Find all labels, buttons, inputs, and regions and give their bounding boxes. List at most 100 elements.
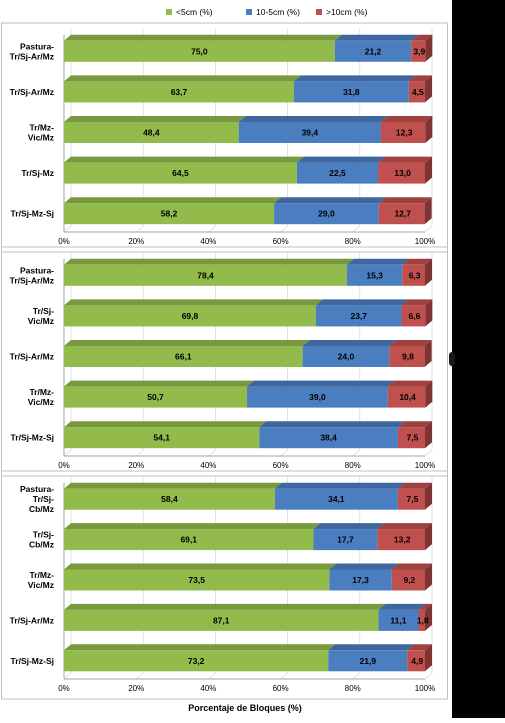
bar-segment [334,34,419,62]
x-tick-label: 40% [200,237,216,246]
bar-top-face [247,380,395,387]
panel-frame [1,22,448,253]
data-label: 1,8 [417,615,429,625]
data-label: 3,9 [413,46,425,56]
data-label: 87,1 [213,615,230,625]
bar-top-face [377,523,432,530]
gridline-floor [135,225,144,233]
bar-side-face [425,380,433,408]
data-label: 23,7 [350,311,367,321]
bar-top-face [378,197,432,204]
data-label: 31,8 [343,87,360,97]
category-label: Vic/Mz [28,133,54,143]
category-label: Cb/Mz [29,540,54,550]
bar-front-face [407,650,425,672]
data-label: 39,4 [302,128,319,138]
category-label: Vic/Mz [28,316,54,326]
bar-top-face [397,482,432,489]
bar-front-face [293,81,409,103]
category-label: Tr/Sj-Ar/Mz [10,51,54,61]
bar-side-face [425,34,433,62]
data-label: 11,1 [390,615,406,625]
bar-front-face [64,40,335,62]
category-label: Tr/Sj-Mz-Sj [11,433,54,443]
category-label: Tr/Sj-Ar/Mz [10,275,54,285]
data-label: 69,1 [180,535,197,545]
x-tick-label: 40% [200,461,216,470]
bar-side-face [425,603,432,631]
data-label: 54,1 [153,433,170,443]
legend-label: >10cm (%) [326,7,367,17]
bar-front-face [315,305,402,327]
x-tick-label: 80% [345,237,361,246]
bar-top-face [402,258,432,265]
category-label: Pastura- [20,265,54,275]
data-label: 38,4 [320,433,337,443]
data-label: 78,4 [197,270,214,280]
data-label: 9,8 [402,352,414,362]
data-label: 34,1 [328,494,345,504]
category-label: Tr/Sj-Mz-Sj [11,656,54,666]
data-label: 4,5 [412,87,424,97]
bar-top-face [64,197,282,204]
data-label: 22,5 [329,168,346,178]
bar-front-face [397,488,425,510]
bar-top-face [397,421,432,428]
bar-front-face [313,529,378,551]
gridline-floor [208,672,216,680]
bar-front-face [259,427,398,449]
bar-front-face [64,427,260,449]
bar-side-face [425,299,433,327]
data-label: 13,2 [394,535,411,545]
bar-top-face [64,340,310,346]
bar-front-face [274,203,379,225]
x-tick-label: 60% [273,684,289,693]
gridline-floor [280,672,288,680]
x-tick-label: 20% [128,461,144,470]
x-tick-label: 0% [58,461,70,470]
data-label: 73,5 [188,575,205,585]
x-tick-label: 100% [415,461,435,470]
bar-front-face [302,346,390,367]
bar-top-face [64,156,304,163]
category-label: Tr/Sj-Ar/Mz [10,87,54,97]
bar-side-face [425,644,432,672]
bar-side-face [425,75,432,103]
bar-segment [378,197,432,225]
category-label: Tr/Sj- [33,530,54,540]
data-label: 9,2 [403,575,415,585]
bar-segment [401,299,433,327]
bar-top-face [64,603,386,610]
data-label: 24,0 [338,352,355,362]
bar-front-face [64,569,330,591]
gridline-floor [352,225,361,233]
bar-segment [259,421,405,449]
data-label: 7,5 [407,433,419,443]
bar-top-face [64,421,267,428]
bar-top-face [347,258,410,265]
data-label: 58,2 [161,209,178,219]
bar-front-face [387,386,426,408]
bar-segment [391,563,432,591]
x-tick-label: 0% [58,237,70,246]
chart-panel: 0% 20% 40% 60% 80% 100%Pastura-Tr/Sj-Cb/Mz58,… [1,470,448,700]
x-tick-label: 60% [273,237,289,246]
gridline-floor [135,449,144,457]
bar-front-face [378,162,425,184]
bar-side-face [425,563,432,591]
bar-front-face [64,203,275,225]
bar-segment [329,563,399,591]
bar-segment [64,380,255,408]
data-label: 12,3 [396,128,413,138]
bar-front-face [64,386,248,408]
bar-front-face [64,264,348,286]
bar-top-face [302,340,397,346]
data-label: 6,3 [409,270,421,280]
data-label: 75,0 [191,46,208,56]
bar-top-face [411,34,433,41]
data-label: 48,4 [143,128,160,138]
gridline-floor [208,449,216,457]
bar-top-face [401,299,433,306]
